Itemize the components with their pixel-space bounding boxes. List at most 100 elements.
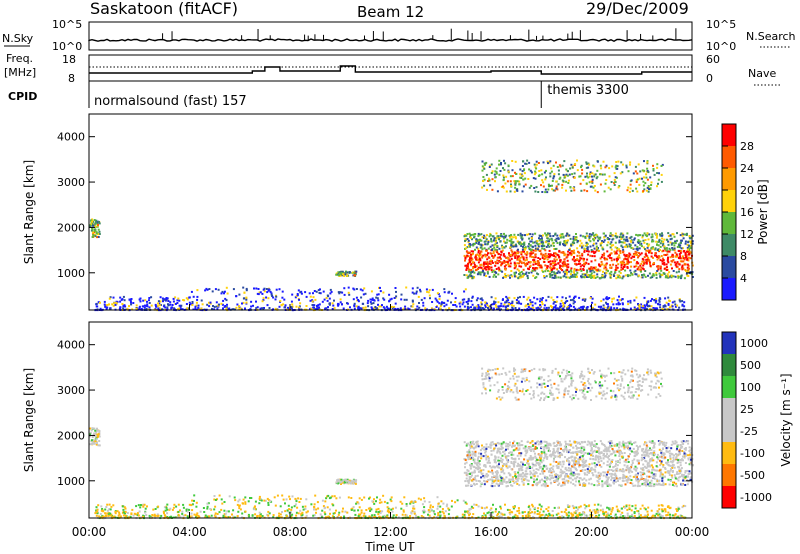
- echo-cell: [671, 233, 674, 236]
- echo-cell: [274, 298, 277, 301]
- echo-cell: [469, 234, 472, 236]
- echo-cell: [124, 507, 127, 510]
- echo-cell: [647, 190, 650, 193]
- echo-cell: [294, 296, 297, 299]
- echo-cell: [610, 266, 613, 269]
- echo-cell: [514, 160, 517, 163]
- echo-cell: [667, 261, 670, 264]
- echo-cell: [479, 305, 482, 308]
- echo-cell: [481, 165, 484, 168]
- echo-cell: [94, 512, 97, 515]
- echo-cell: [577, 263, 580, 265]
- echo-cell: [390, 500, 393, 503]
- echo-cell: [659, 303, 662, 306]
- echo-cell: [679, 255, 682, 258]
- echo-cell: [479, 243, 482, 246]
- echo-cell: [597, 268, 600, 271]
- echo-cell: [478, 254, 480, 257]
- echo-cell: [483, 263, 486, 266]
- echo-cell: [552, 262, 555, 265]
- echo-cell: [567, 305, 570, 308]
- echo-cell: [573, 176, 576, 179]
- echo-cell: [404, 513, 407, 516]
- echo-cell: [478, 258, 481, 261]
- echo-cell: [338, 511, 341, 514]
- echo-cell: [477, 266, 480, 269]
- echo-cell: [238, 505, 241, 508]
- echo-cell: [507, 164, 510, 167]
- echo-cell: [681, 266, 684, 269]
- echo-cell: [223, 513, 226, 516]
- echo-cell: [672, 456, 675, 459]
- echo-cell: [148, 297, 151, 299]
- echo-cell: [543, 258, 546, 260]
- echo-cell: [95, 509, 98, 512]
- echo-cell: [520, 173, 523, 176]
- echo-cell: [275, 288, 278, 291]
- echo-cell: [466, 238, 469, 240]
- echo-cell: [633, 512, 636, 515]
- echo-cell: [647, 171, 650, 174]
- echo-cell: [379, 305, 382, 308]
- echo-cell: [646, 167, 649, 170]
- echo-cell: [606, 306, 609, 309]
- echo-cell: [655, 276, 658, 279]
- echo-cell: [616, 260, 618, 263]
- echo-cell: [665, 263, 668, 266]
- echo-cell: [94, 235, 97, 238]
- echo-cell: [261, 292, 264, 295]
- echo-cell: [571, 274, 574, 276]
- echo-cell: [639, 234, 642, 237]
- echo-cell: [258, 291, 261, 294]
- echo-cell: [478, 256, 481, 259]
- echo-cell: [619, 458, 621, 461]
- echo-cell: [637, 239, 640, 242]
- echo-cell: [560, 299, 563, 302]
- echo-cell: [227, 510, 230, 513]
- echo-cell: [532, 252, 535, 254]
- echo-cell: [667, 232, 670, 235]
- echo-cell: [331, 495, 334, 498]
- echo-cell: [502, 237, 505, 240]
- echo-cell: [626, 266, 629, 268]
- echo-cell: [674, 303, 677, 306]
- echo-cell: [676, 510, 678, 512]
- echo-cell: [434, 297, 437, 300]
- echo-cell: [494, 243, 497, 246]
- echo-cell: [579, 182, 582, 185]
- echo-cell: [552, 244, 555, 247]
- echo-cell: [235, 295, 238, 298]
- echo-cell: [550, 477, 553, 479]
- echo-cell: [283, 298, 286, 301]
- echo-cell: [647, 470, 650, 473]
- echo-cell: [568, 234, 571, 237]
- echo-cell: [257, 288, 260, 290]
- echo-cell: [281, 511, 283, 513]
- echo-cell: [628, 190, 631, 193]
- echo-cell: [479, 297, 482, 300]
- echo-cell: [494, 510, 497, 513]
- echo-cell: [659, 245, 662, 248]
- echo-cell: [483, 261, 486, 264]
- echo-cell: [513, 515, 516, 518]
- echo-cell: [621, 298, 624, 301]
- echo-cell: [439, 307, 442, 310]
- echo-cell: [545, 255, 548, 257]
- echo-cell: [486, 262, 489, 265]
- echo-cell: [436, 507, 439, 510]
- echo-cell: [532, 263, 535, 266]
- echo-cell: [178, 307, 181, 310]
- echo-cell: [410, 305, 413, 308]
- echo-cell: [506, 180, 509, 183]
- echo-cell: [595, 242, 598, 245]
- echo-cell: [352, 287, 355, 290]
- echo-cell: [599, 504, 602, 507]
- echo-cell: [236, 515, 239, 518]
- echo-cell: [491, 271, 494, 273]
- echo-cell: [395, 295, 398, 298]
- echo-cell: [565, 276, 568, 279]
- echo-cell: [585, 162, 588, 165]
- echo-cell: [658, 238, 661, 241]
- echo-cell: [684, 240, 687, 243]
- echo-cell: [505, 245, 507, 248]
